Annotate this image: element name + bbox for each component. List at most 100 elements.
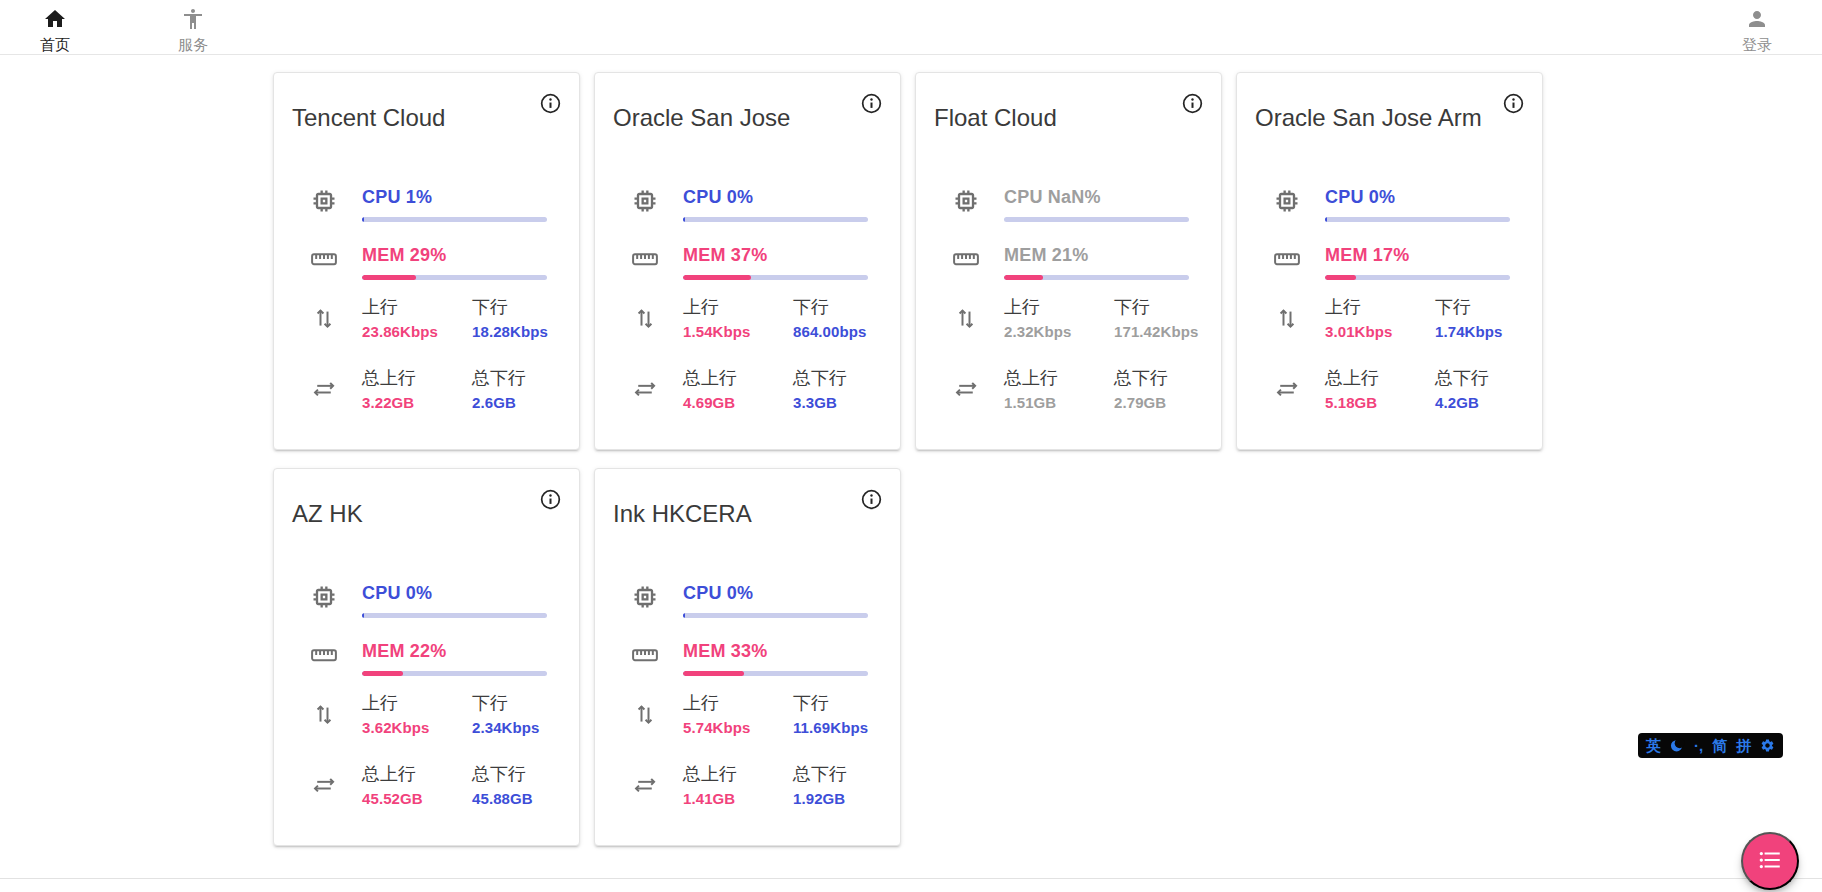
upload-value: 3.62Kbps [362,719,472,736]
total-download-label: 总下行 [472,764,582,785]
download-col: 下行 1.74Kbps [1435,297,1545,340]
up-down-arrows-icon [952,304,980,332]
mem-usage-label: MEM 17% [1325,245,1510,266]
nav-home-label: 首页 [40,36,70,53]
total-download-value: 2.79GB [1114,394,1224,411]
server-card: Float Cloud CPU NaN% [915,72,1222,450]
mem-metric: MEM 22% [310,641,563,676]
total-upload-value: 1.41GB [683,790,793,807]
mem-progress-fill [683,275,751,280]
info-icon[interactable] [860,92,883,115]
download-label: 下行 [1435,297,1545,318]
cpu-metric: CPU 0% [631,187,884,222]
upload-col: 上行 3.62Kbps [362,693,472,736]
mem-progress-fill [1004,275,1043,280]
net-total-row: 总上行 45.52GB 总下行 45.88GB [310,764,563,807]
up-down-arrows-icon [1273,304,1301,332]
nav-item-services[interactable]: 服务 [176,7,210,53]
server-list-fab[interactable] [1741,832,1799,890]
mem-metric: MEM 17% [1273,245,1526,280]
ime-toolbar: 英 ·, 简 拼 [1638,733,1783,758]
cpu-metric: CPU NaN% [952,187,1205,222]
cpu-usage-label: CPU 0% [683,187,868,208]
net-speed-row: 上行 1.54Kbps 下行 864.00bps [631,297,884,340]
net-total-row: 总上行 1.41GB 总下行 1.92GB [631,764,884,807]
upload-value: 2.32Kbps [1004,323,1114,340]
info-icon[interactable] [539,92,562,115]
ime-punctuation-toggle[interactable]: ·, [1694,733,1703,758]
cpu-usage-label: CPU 0% [362,583,547,604]
download-label: 下行 [472,297,582,318]
server-name: Float Cloud [934,103,1205,133]
ruler-icon [310,245,338,273]
total-upload-col: 总上行 1.41GB [683,764,793,807]
upload-col: 上行 2.32Kbps [1004,297,1114,340]
mem-usage-label: MEM 33% [683,641,868,662]
download-label: 下行 [793,693,903,714]
total-upload-col: 总上行 3.22GB [362,368,472,411]
nav-item-home[interactable]: 首页 [38,7,72,53]
mem-usage-label: MEM 21% [1004,245,1189,266]
info-icon[interactable] [1502,92,1525,115]
ruler-icon [1273,245,1301,273]
info-icon[interactable] [1181,92,1204,115]
upload-value: 3.01Kbps [1325,323,1435,340]
cpu-progress-fill [362,613,364,618]
server-card: Tencent Cloud CPU 1% [273,72,580,450]
upload-label: 上行 [683,693,793,714]
mem-progress-fill [683,671,744,676]
total-upload-label: 总上行 [683,368,793,389]
upload-col: 上行 5.74Kbps [683,693,793,736]
ime-pinyin-toggle[interactable]: 拼 [1736,733,1751,758]
total-download-label: 总下行 [793,368,903,389]
cpu-metric: CPU 1% [310,187,563,222]
cpu-chip-icon [1273,187,1301,215]
cpu-usage-label: CPU 0% [1325,187,1510,208]
download-value: 1.74Kbps [1435,323,1545,340]
cpu-progress-bar [362,613,547,618]
server-name: Oracle San Jose Arm [1255,103,1526,133]
moon-icon[interactable] [1670,738,1685,753]
cpu-progress-bar [362,217,547,222]
upload-label: 上行 [362,693,472,714]
cpu-chip-icon [952,187,980,215]
ime-simplified-toggle[interactable]: 简 [1712,733,1727,758]
cpu-progress-bar [1325,217,1510,222]
total-upload-label: 总上行 [1004,368,1114,389]
swap-horizontal-icon [1273,375,1301,403]
mem-progress-bar [362,275,547,280]
gear-icon[interactable] [1760,738,1775,753]
download-value: 18.28Kbps [472,323,582,340]
mem-progress-bar [683,671,868,676]
cpu-progress-bar [683,217,868,222]
nav-item-login[interactable]: 登录 [1740,7,1774,53]
total-download-value: 1.92GB [793,790,903,807]
info-icon[interactable] [539,488,562,511]
download-col: 下行 18.28Kbps [472,297,582,340]
total-download-col: 总下行 3.3GB [793,368,903,411]
total-upload-label: 总上行 [362,764,472,785]
server-name: Tencent Cloud [292,103,563,133]
cpu-progress-fill [683,613,685,618]
server-card: Ink HKCERA CPU 0% [594,468,901,846]
up-down-arrows-icon [310,700,338,728]
server-name: Ink HKCERA [613,499,884,529]
mem-usage-label: MEM 29% [362,245,547,266]
total-download-col: 总下行 45.88GB [472,764,582,807]
ime-english-toggle[interactable]: 英 [1646,733,1661,758]
cpu-progress-fill [683,217,685,222]
download-label: 下行 [793,297,903,318]
swap-horizontal-icon [631,771,659,799]
accessibility-icon [181,7,205,35]
nav-services-label: 服务 [178,36,208,53]
swap-horizontal-icon [310,375,338,403]
total-upload-label: 总上行 [683,764,793,785]
ruler-icon [310,641,338,669]
mem-progress-bar [1004,275,1189,280]
swap-horizontal-icon [310,771,338,799]
total-download-col: 总下行 2.6GB [472,368,582,411]
nav-login-label: 登录 [1742,36,1772,53]
total-download-label: 总下行 [472,368,582,389]
total-download-value: 4.2GB [1435,394,1545,411]
info-icon[interactable] [860,488,883,511]
